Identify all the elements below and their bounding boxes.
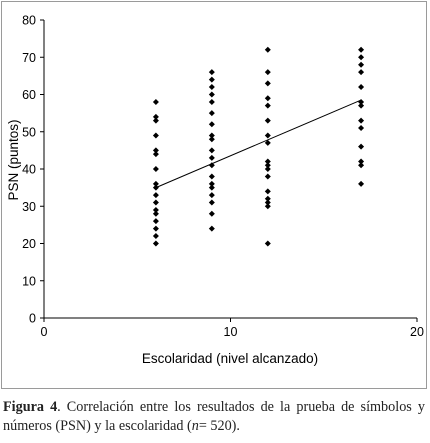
data-point <box>208 173 215 180</box>
data-point <box>208 199 215 206</box>
data-point <box>152 180 159 187</box>
x-tick-label: 10 <box>224 325 238 339</box>
data-point <box>208 69 215 76</box>
data-point <box>208 136 215 143</box>
data-point <box>264 158 271 165</box>
data-point <box>264 203 271 210</box>
data-point <box>208 180 215 187</box>
data-point <box>208 210 215 217</box>
data-point <box>264 188 271 195</box>
data-points <box>152 46 365 247</box>
data-point <box>264 162 271 169</box>
x-axis-label: Escolaridad (nivel alcanzado) <box>142 351 318 366</box>
scatter-plot: 0 10 20 30 40 50 60 70 80 0 10 20 PSN (puntos) Esco… <box>6 14 424 367</box>
data-point <box>152 147 159 154</box>
data-point <box>152 218 159 225</box>
data-point <box>152 233 159 240</box>
data-point <box>152 113 159 120</box>
data-point <box>208 110 215 117</box>
data-point <box>208 162 215 169</box>
data-point <box>358 162 365 169</box>
data-point <box>358 46 365 53</box>
data-point <box>152 166 159 172</box>
data-point <box>264 240 271 247</box>
x-tick-label: 20 <box>410 325 424 339</box>
data-point <box>264 117 271 124</box>
y-tick-label: 0 <box>29 312 36 326</box>
y-tick-label: 80 <box>22 14 36 28</box>
data-point <box>264 195 271 202</box>
data-point <box>264 46 271 53</box>
caption-text-2: = 520). <box>198 418 240 434</box>
data-point <box>208 98 215 105</box>
tick-labels: 0 10 20 30 40 50 60 70 80 0 10 20 <box>22 14 424 340</box>
caption-text-1: . Correlación entre los resultados de la… <box>3 399 425 434</box>
data-point <box>358 143 365 150</box>
data-point <box>208 225 215 232</box>
data-point <box>152 199 159 206</box>
data-point <box>264 95 271 102</box>
x-tick-label: 0 <box>41 325 48 339</box>
data-point <box>152 151 159 158</box>
data-point <box>358 117 365 124</box>
y-tick-label: 60 <box>22 88 36 102</box>
data-point <box>152 210 159 217</box>
trendline <box>155 99 362 189</box>
axes <box>40 19 418 322</box>
data-point <box>152 192 159 199</box>
caption-label: Figura 4 <box>3 399 58 415</box>
y-tick-label: 30 <box>22 200 36 214</box>
data-point <box>264 80 271 87</box>
data-point <box>208 147 215 154</box>
y-tick-label: 70 <box>22 51 36 65</box>
data-point <box>152 117 159 124</box>
data-point <box>358 102 365 109</box>
y-axis-label: PSN (puntos) <box>6 119 21 200</box>
data-point <box>358 69 365 76</box>
y-tick-label: 50 <box>22 125 36 139</box>
data-point <box>152 240 159 247</box>
figure-caption: Figura 4. Correlación entre los resultad… <box>3 398 425 436</box>
data-point <box>358 125 365 132</box>
data-point <box>358 180 365 187</box>
data-point <box>358 54 365 61</box>
chart-frame: 0 10 20 30 40 50 60 70 80 0 10 20 PSN (puntos) Esco… <box>1 1 427 389</box>
y-tick-label: 10 <box>22 274 36 288</box>
data-point <box>264 173 271 180</box>
data-point <box>264 69 271 76</box>
data-point <box>152 225 159 232</box>
data-point <box>264 132 271 139</box>
data-point <box>358 61 365 68</box>
data-point <box>208 76 215 83</box>
data-point <box>208 132 215 139</box>
data-point <box>208 121 215 128</box>
data-point <box>208 84 215 91</box>
caption-n: n <box>191 418 199 434</box>
data-point <box>152 98 159 105</box>
data-point <box>208 192 215 199</box>
data-point <box>264 166 271 172</box>
data-point <box>208 91 215 98</box>
data-point <box>264 139 271 146</box>
data-point <box>208 154 215 161</box>
data-point <box>208 184 215 191</box>
trendline-group <box>155 99 362 189</box>
data-point <box>358 84 365 91</box>
data-point <box>264 102 271 109</box>
data-point <box>152 206 159 213</box>
data-point <box>152 132 159 139</box>
y-tick-label: 40 <box>22 163 36 177</box>
data-point <box>264 199 271 206</box>
data-point <box>358 158 365 165</box>
y-tick-label: 20 <box>22 237 36 251</box>
